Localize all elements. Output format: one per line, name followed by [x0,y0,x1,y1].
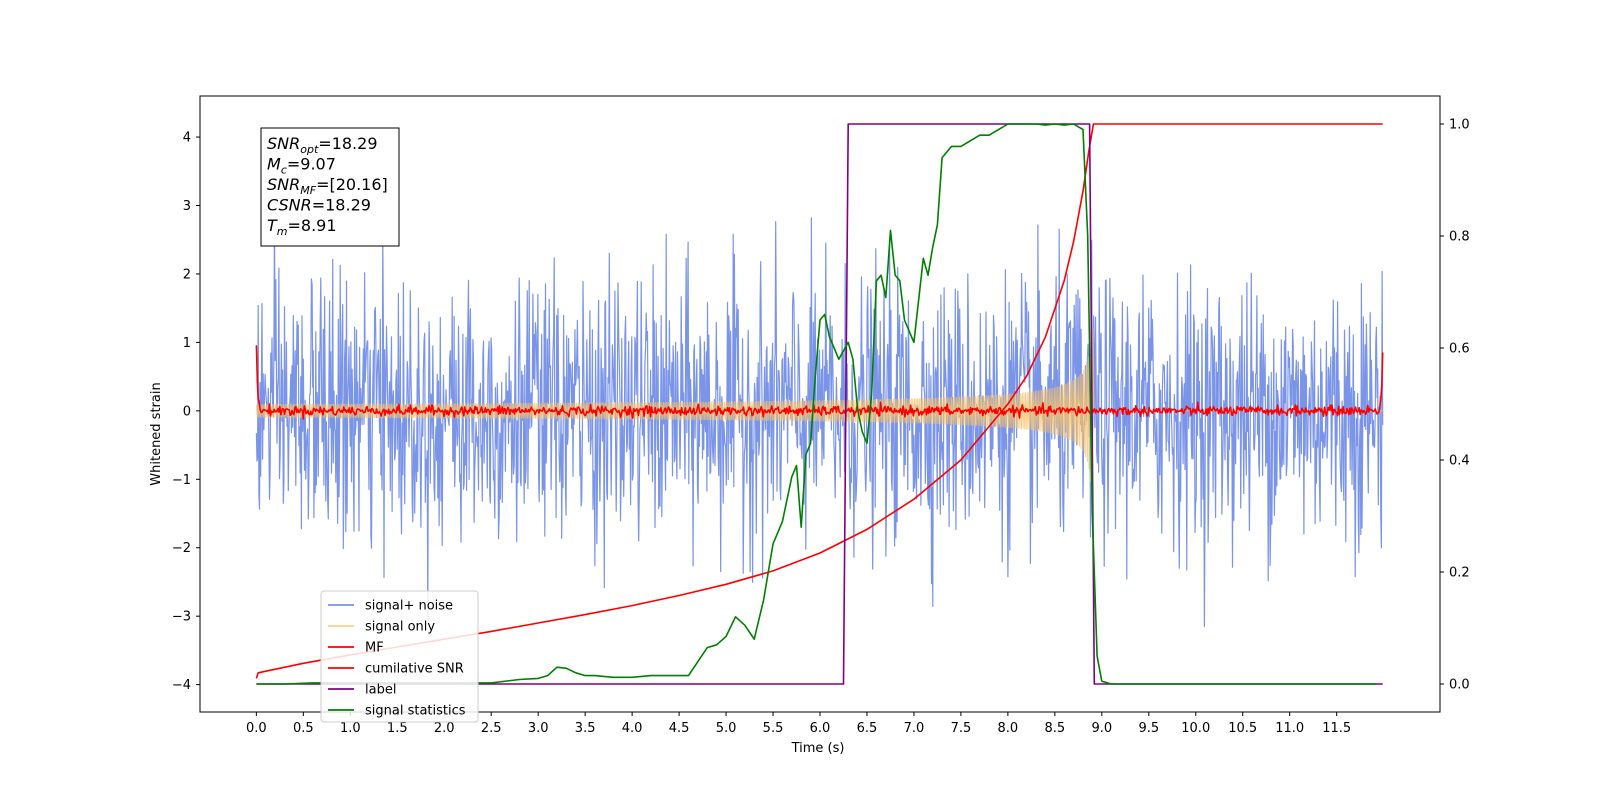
x-tick-label: 7.5 [951,721,972,736]
x-tick-label: 9.0 [1091,721,1112,736]
x-tick-label: 10.5 [1228,721,1257,736]
x-tick-label: 11.5 [1322,721,1351,736]
x-tick-label: 3.5 [575,721,596,736]
x-tick-label: 1.5 [387,721,408,736]
y-left-tick-label: −1 [172,473,191,488]
x-tick-label: 6.5 [857,721,878,736]
annotation-line: SNRopt=18.29 [267,134,378,156]
x-tick-label: 11.0 [1275,721,1304,736]
legend-label-mf: MF [365,641,384,656]
x-tick-label: 8.5 [1045,721,1066,736]
annotation-line: Tm=8.91 [267,216,337,238]
series-line-mf [255,345,1384,420]
y-axis-label: Whitened strain [149,382,164,485]
annotation-box: SNRopt=18.29Mc=9.07SNRMF=[20.16]CSNR=18.… [260,127,400,247]
y-right-tick-label: 0.0 [1449,678,1470,693]
legend-label-signal-statistics: signal statistics [365,704,466,719]
x-axis-label: Time (s) [791,741,845,756]
annotation-line: CSNR=18.29 [267,196,371,215]
legend: signal+ noise signal only MF cumilative SNR… [320,590,479,723]
y-left-tick-label: −2 [172,541,191,556]
y-axis-left: −4 −3 −2 −1 0 1 2 3 4 [172,131,200,693]
legend-label-signal-noise: signal+ noise [365,599,453,614]
annotation-line: Mc=9.07 [267,155,336,177]
x-tick-label: 6.0 [810,721,831,736]
y-left-tick-label: 2 [183,267,191,282]
legend-label-label: label [365,683,396,698]
y-right-tick-label: 0.4 [1449,454,1470,469]
y-axis-right: 0.0 0.2 0.4 0.6 0.8 1.0 [1440,118,1470,693]
x-tick-label: 10.0 [1181,721,1210,736]
y-left-tick-label: 1 [183,336,191,351]
annotation-line: SNRMF=[20.16] [267,175,388,197]
y-right-tick-label: 0.6 [1449,342,1470,357]
x-tick-label: 7.0 [904,721,925,736]
x-tick-label: 4.0 [622,721,643,736]
annotation-frame [260,127,400,247]
y-left-tick-label: 3 [183,199,191,214]
series-line-signal-statistics [256,123,1377,685]
x-axis: 0.0 0.5 1.0 1.5 2.0 2.5 3.0 3.5 4.0 4.5 5.0 5.5 6.0 6… [246,712,1351,736]
y-right-tick-label: 0.8 [1449,230,1470,245]
x-tick-label: 2.0 [434,721,455,736]
y-left-tick-label: 4 [183,131,191,146]
x-tick-label: 5.5 [763,721,784,736]
legend-frame [320,590,479,723]
legend-label-cumilative-snr: cumilative SNR [365,662,464,677]
y-right-tick-label: 0.2 [1449,566,1470,581]
x-tick-label: 2.5 [481,721,502,736]
y-left-tick-label: −3 [172,610,191,625]
y-left-tick-label: 0 [183,404,191,419]
x-tick-label: 8.0 [998,721,1019,736]
x-tick-label: 9.5 [1138,721,1159,736]
legend-label-signal-only: signal only [365,620,435,635]
y-right-tick-label: 1.0 [1449,118,1470,133]
x-tick-label: 0.0 [246,721,267,736]
x-tick-label: 0.5 [293,721,314,736]
y-left-tick-label: −4 [172,678,191,693]
x-tick-label: 5.0 [716,721,737,736]
x-tick-label: 4.5 [669,721,690,736]
x-tick-label: 1.0 [340,721,361,736]
x-tick-label: 3.0 [528,721,549,736]
